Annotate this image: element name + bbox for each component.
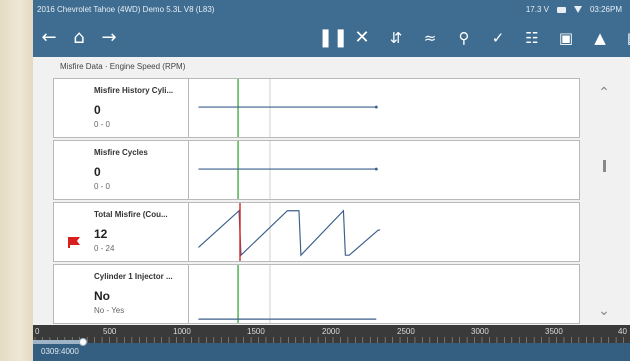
row-graph <box>198 79 378 137</box>
axis-tick-label: 500 <box>103 327 117 336</box>
lock-icon[interactable]: ▣ <box>558 29 574 47</box>
time-axis: 0 500 1000 1500 2000 2500 3000 3500 40 <box>33 325 630 343</box>
device-screen: 2016 Chevrolet Tahoe (4WD) Demo 5.3L V8 … <box>33 0 630 361</box>
home-icon[interactable]: ⌂ <box>73 27 85 48</box>
row-name: Misfire History Cyli... <box>94 86 174 95</box>
row-range: 0 - 0 <box>94 182 111 191</box>
axis-tick-label: 1000 <box>173 327 191 336</box>
scroll-column: ⌃ ⌄ <box>585 78 625 322</box>
position-readout: 0309:4000 <box>41 347 79 356</box>
nav-buttons: ← ⌂ → <box>39 29 119 47</box>
zoom-icon[interactable]: ⚲ <box>458 29 470 47</box>
row-graph <box>198 265 377 323</box>
wifi-icon <box>573 6 582 13</box>
row-value: No <box>94 289 110 303</box>
timeline-slider-fill <box>33 340 83 344</box>
status-bar: 2016 Chevrolet Tahoe (4WD) Demo 5.3L V8 … <box>33 0 630 19</box>
row-name: Cylinder 1 Injector ... <box>94 272 173 281</box>
breadcrumb: Misfire Data · Engine Speed (RPM) <box>60 62 186 71</box>
timeline-slider-handle[interactable] <box>79 338 87 346</box>
row-name: Misfire Cycles <box>94 148 148 157</box>
data-panel-list: Misfire History Cyli... 0 0 - 0 Misfire … <box>53 78 580 324</box>
arrow-right-icon[interactable]: → <box>101 27 117 48</box>
arrow-left-icon[interactable]: ← <box>41 27 57 48</box>
trace-end-dot <box>374 167 378 171</box>
row-range: No - Yes <box>94 306 125 315</box>
row-info: Misfire Cycles 0 0 - 0 <box>54 141 189 199</box>
row-range: 0 - 0 <box>94 120 111 129</box>
row-info: Misfire History Cyli... 0 0 - 0 <box>54 79 189 137</box>
scrollbar-thumb[interactable] <box>603 160 606 172</box>
edit-icon[interactable]: ✓ <box>491 29 505 47</box>
row-info: Cylinder 1 Injector ... No No - Yes <box>54 265 189 323</box>
close-icon[interactable]: ✕ <box>354 27 370 48</box>
data-row-misfire-history[interactable]: Misfire History Cyli... 0 0 - 0 <box>53 78 580 138</box>
battery-icon <box>556 6 566 13</box>
axis-tick-label: 3500 <box>545 327 563 336</box>
row-info: Total Misfire (Cou... 12 0 - 24 <box>54 203 189 261</box>
row-value: 0 <box>94 103 101 117</box>
timeline-footer: 0309:4000 <box>33 343 630 361</box>
axis-tick-label: 3000 <box>471 327 489 336</box>
flag-icon <box>68 237 80 248</box>
axis-tick-label: 40 <box>618 327 627 336</box>
voltage-readout: 17.3 V <box>525 5 549 14</box>
axis-tick-label: 1500 <box>247 327 265 336</box>
row-value: 0 <box>94 165 101 179</box>
row-name: Total Misfire (Cou... <box>94 210 168 219</box>
data-row-misfire-cycles[interactable]: Misfire Cycles 0 0 - 0 <box>53 140 580 200</box>
row-value: 12 <box>94 227 108 241</box>
row-graph <box>198 141 378 199</box>
scroll-down-icon[interactable]: ⌄ <box>598 302 610 318</box>
trace-sawtooth <box>198 209 381 257</box>
pause-icon[interactable]: ❚❚ <box>318 27 349 48</box>
expand-icon[interactable]: ⇵ <box>389 29 403 47</box>
bell-icon[interactable]: ▲ <box>594 29 606 47</box>
status-right: 17.3 V 03:26PM <box>526 5 626 14</box>
settings-icon[interactable]: ☷ <box>525 29 539 47</box>
save-icon[interactable]: ▤ <box>624 29 630 47</box>
clock: 03:26PM <box>589 5 622 14</box>
graph-icon[interactable]: ≈ <box>423 29 437 47</box>
toolbar: ← ⌂ → ❚❚ ✕ ⇵ ≈ ⚲ ✓ ☷ ▣ ▲ ▤ ⚙ <box>33 19 630 57</box>
row-graph <box>198 203 381 261</box>
scroll-up-icon[interactable]: ⌃ <box>598 84 610 100</box>
data-row-total-misfire[interactable]: Total Misfire (Cou... 12 0 - 24 <box>53 202 580 262</box>
axis-tick-label: 2000 <box>322 327 340 336</box>
background-left <box>0 0 34 361</box>
axis-tick-label: 0 <box>35 327 40 336</box>
toolbar-tools: ❚❚ ✕ ⇵ ≈ ⚲ ✓ ☷ ▣ ▲ ▤ ⚙ <box>318 19 630 57</box>
data-row-cylinder-1-injector[interactable]: Cylinder 1 Injector ... No No - Yes <box>53 264 580 324</box>
trace-end-dot <box>374 105 378 109</box>
vehicle-title: 2016 Chevrolet Tahoe (4WD) Demo 5.3L V8 … <box>37 5 215 14</box>
row-range: 0 - 24 <box>94 244 115 253</box>
axis-tick-label: 2500 <box>397 327 415 336</box>
